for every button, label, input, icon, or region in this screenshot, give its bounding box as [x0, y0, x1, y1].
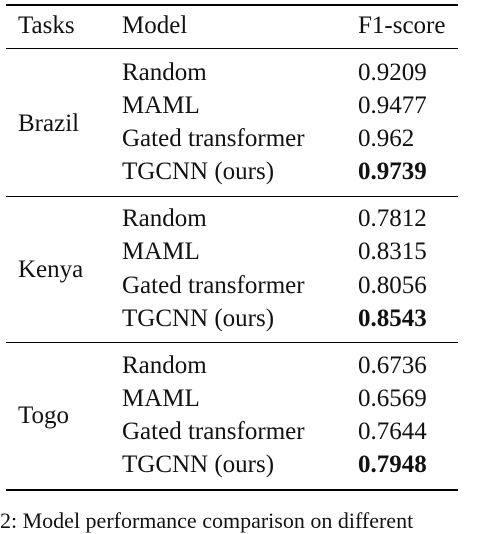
group-rule-2	[6, 342, 458, 343]
model-name: Random	[122, 205, 207, 232]
table-caption: 2: Model performance comparison on diffe…	[0, 508, 414, 533]
f1-score-value: 0.8315	[358, 238, 427, 265]
model-name: MAML	[122, 238, 200, 265]
task-label: Brazil	[18, 110, 80, 137]
model-name: MAML	[122, 92, 200, 119]
f1-score-value: 0.9477	[358, 92, 427, 119]
f1-score-value: 0.7812	[358, 205, 427, 232]
f1-score-value: 0.9209	[358, 59, 427, 86]
header-f1-score: F1-score	[358, 12, 446, 39]
f1-score-value: 0.6736	[358, 352, 427, 379]
model-name: Gated transformer	[122, 125, 305, 152]
table-top-rule	[6, 4, 458, 6]
task-label: Togo	[18, 402, 70, 429]
header-model: Model	[122, 12, 188, 39]
f1-score-best: 0.9739	[358, 158, 427, 185]
header-tasks: Tasks	[18, 12, 75, 39]
model-name: TGCNN (ours)	[122, 158, 275, 185]
table-bottom-rule	[6, 489, 458, 491]
group-rule-1	[6, 196, 458, 197]
model-name: TGCNN (ours)	[122, 451, 275, 478]
f1-score-best: 0.8543	[358, 305, 427, 332]
model-name: Random	[122, 59, 207, 86]
header-rule	[6, 48, 458, 49]
f1-score-value: 0.8056	[358, 272, 427, 299]
model-name: Gated transformer	[122, 272, 305, 299]
model-name: TGCNN (ours)	[122, 305, 275, 332]
f1-score-value: 0.6569	[358, 385, 427, 412]
model-name: MAML	[122, 385, 200, 412]
model-name: Random	[122, 352, 207, 379]
f1-score-value: 0.7644	[358, 418, 427, 445]
task-label: Kenya	[18, 256, 84, 283]
model-name: Gated transformer	[122, 418, 305, 445]
f1-score-best: 0.7948	[358, 451, 427, 478]
f1-score-value: 0.962	[358, 125, 415, 152]
